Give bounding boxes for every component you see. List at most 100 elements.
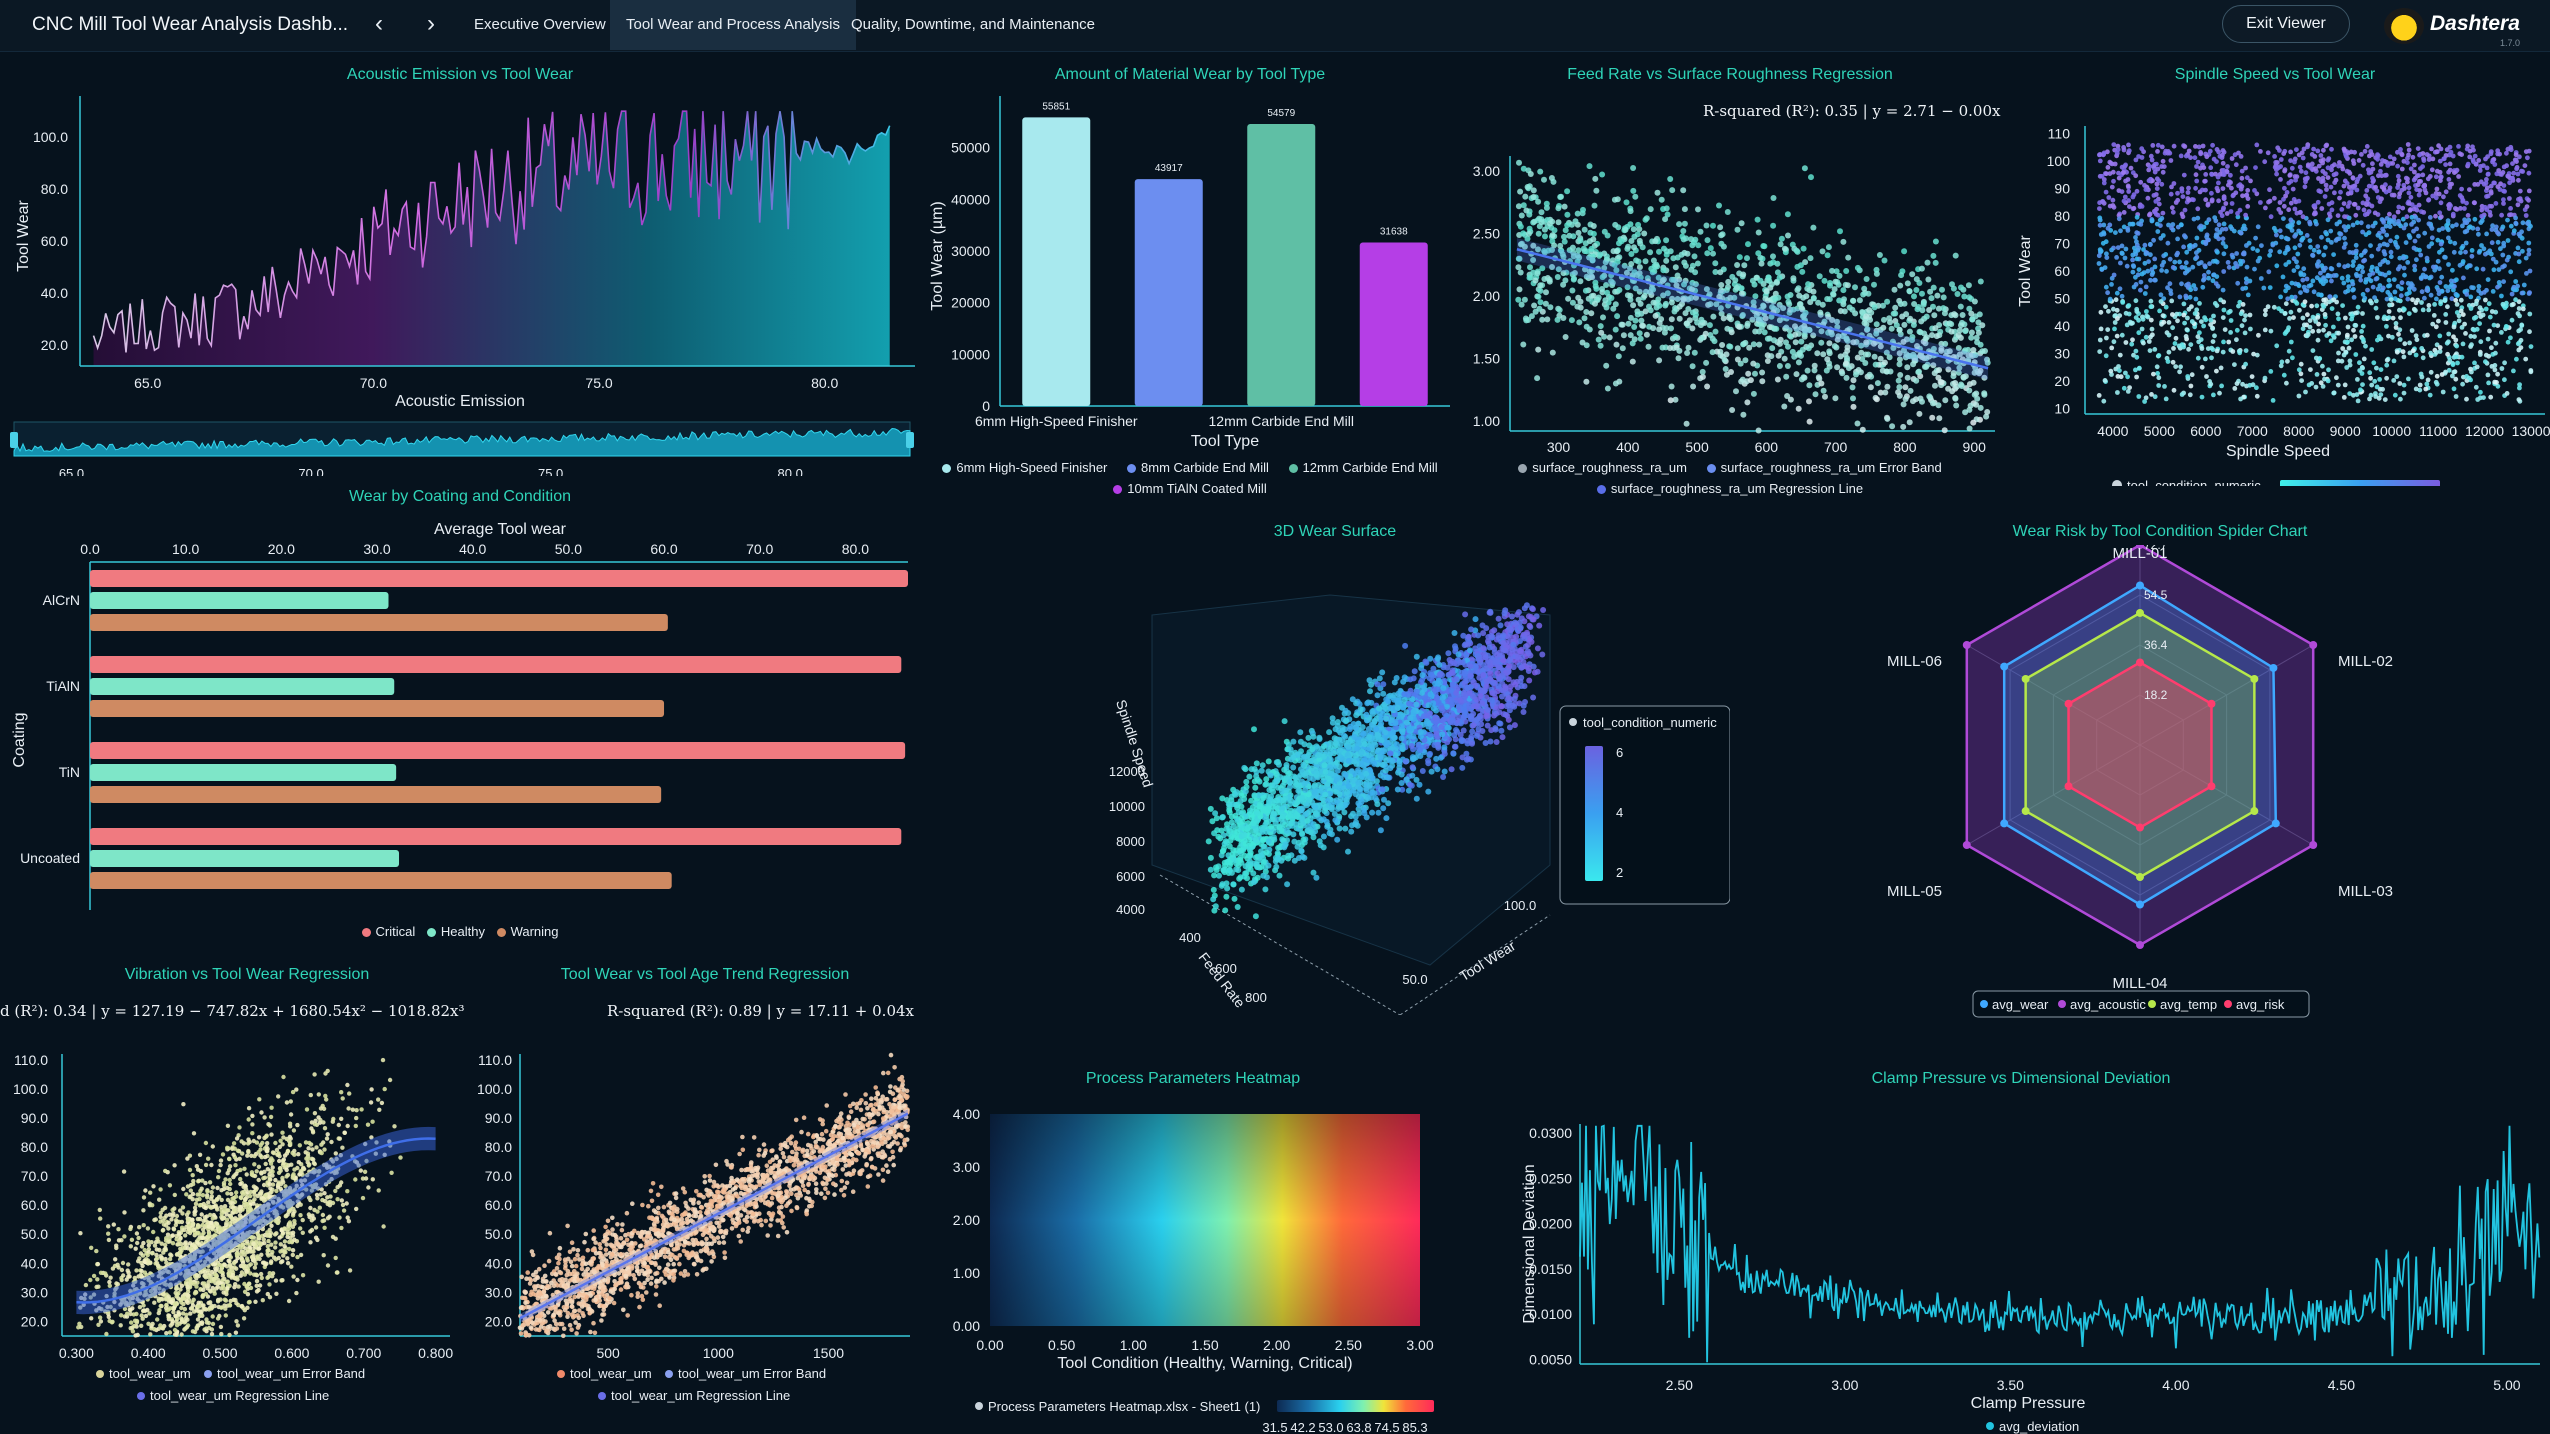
data-point [1668, 316, 1675, 323]
y-axis-title: Tool Wear [2017, 234, 2034, 306]
data-point [1710, 222, 1716, 229]
legend-item[interactable]: surface_roughness_ra_um Regression Line [1596, 481, 1863, 496]
data-point [2291, 268, 2297, 273]
data-point [2117, 368, 2122, 373]
x-tick-label: 75.0 [585, 375, 612, 391]
legend-item[interactable]: 8mm Carbide End Mill [1127, 460, 1269, 475]
data-point [1603, 362, 1610, 369]
data-point [2102, 378, 2108, 383]
data-point [2411, 286, 2417, 292]
bar [90, 656, 902, 673]
data-point [2424, 287, 2430, 293]
data-point [2256, 332, 2261, 338]
data-point [2283, 193, 2288, 199]
legend-item[interactable]: surface_roughness_ra_um [1518, 460, 1687, 475]
data-point [2172, 259, 2178, 265]
data-point [2125, 389, 2131, 394]
data-point [2335, 311, 2341, 317]
legend-item[interactable]: Warning [496, 924, 559, 939]
legend-item[interactable]: Critical [361, 924, 415, 939]
data-point [2230, 254, 2236, 260]
data-point [1698, 316, 1705, 323]
legend-item[interactable]: 6mm High-Speed Finisher [942, 460, 1107, 475]
data-point [1574, 303, 1581, 310]
legend-item[interactable]: surface_roughness_ra_um Error Band [1706, 460, 1942, 475]
data-point [2285, 223, 2291, 229]
data-point [2505, 217, 2510, 223]
data-point [1897, 331, 1904, 338]
data-point [2148, 304, 2154, 310]
data-point [2258, 200, 2263, 205]
data-point [2477, 248, 2483, 254]
data-point [1681, 281, 1687, 288]
data-point [1212, 903, 1219, 910]
data-point [1709, 349, 1716, 356]
data-point [2495, 230, 2500, 236]
data-point [2226, 339, 2232, 345]
exit-viewer-button[interactable]: Exit Viewer [2222, 5, 2350, 43]
tab-executive-overview[interactable]: Executive Overview [474, 16, 606, 33]
data-point [1515, 255, 1522, 262]
data-point [2386, 283, 2391, 289]
data-point [2373, 184, 2378, 190]
data-point [1825, 244, 1832, 251]
data-point [1800, 245, 1807, 252]
data-point [2142, 183, 2147, 188]
data-point [2467, 224, 2473, 230]
data-point [2491, 180, 2497, 186]
data-point [2268, 248, 2273, 254]
chevron-right-icon[interactable]: › [427, 10, 435, 37]
data-point [2141, 340, 2146, 346]
legend-item[interactable]: Healthy [426, 924, 485, 939]
data-point [2414, 187, 2420, 192]
data-point [1829, 267, 1835, 274]
data-point [2349, 337, 2354, 343]
data-point [2464, 264, 2470, 270]
data-point [2489, 227, 2495, 232]
data-point [1770, 195, 1777, 201]
data-point [2507, 180, 2512, 186]
data-point [2243, 361, 2248, 367]
tab-quality-downtime[interactable]: Quality, Downtime, and Maintenance [851, 16, 1096, 33]
data-point [2315, 263, 2321, 269]
data-point [1840, 238, 1847, 245]
data-point [2278, 164, 2283, 169]
data-point [1564, 188, 1571, 195]
data-point [2150, 143, 2156, 148]
acoustic-chart[interactable]: 20.040.060.080.0100.065.0 70.0 75.0 80.0Aco… [0, 86, 920, 476]
legend-item[interactable]: 12mm Carbide End Mill [1288, 460, 1438, 475]
data-point [2251, 351, 2256, 357]
data-point [2175, 190, 2180, 196]
data-point [1746, 344, 1753, 351]
data-point [1593, 187, 1600, 194]
data-point [2111, 339, 2117, 345]
data-point [1819, 301, 1826, 308]
data-point [2202, 178, 2207, 184]
data-point [1511, 722, 1518, 729]
data-point [2458, 250, 2463, 256]
data-point [1904, 374, 1911, 381]
data-point [2485, 372, 2491, 378]
data-point [1721, 357, 1728, 363]
data-point [2220, 186, 2226, 191]
data-point [2234, 327, 2240, 333]
data-point [1984, 356, 1990, 363]
data-point [2252, 266, 2257, 272]
data-point [1659, 344, 1666, 351]
data-point [2336, 262, 2342, 268]
legend-item[interactable]: 10mm TiAlN Coated Mill [1113, 481, 1267, 496]
data-point [2149, 392, 2154, 397]
data-point [1714, 348, 1720, 355]
data-point [1928, 295, 1935, 302]
data-point [1356, 785, 1363, 792]
material-chart[interactable]: 0100002000030000400005000055851439175457… [920, 86, 1460, 466]
data-point [2336, 316, 2341, 322]
data-point [2410, 348, 2416, 354]
data-point [2157, 217, 2163, 223]
chevron-left-icon[interactable]: ‹ [375, 10, 383, 37]
tab-tool-wear-process[interactable]: Tool Wear and Process Analysis [610, 0, 856, 50]
